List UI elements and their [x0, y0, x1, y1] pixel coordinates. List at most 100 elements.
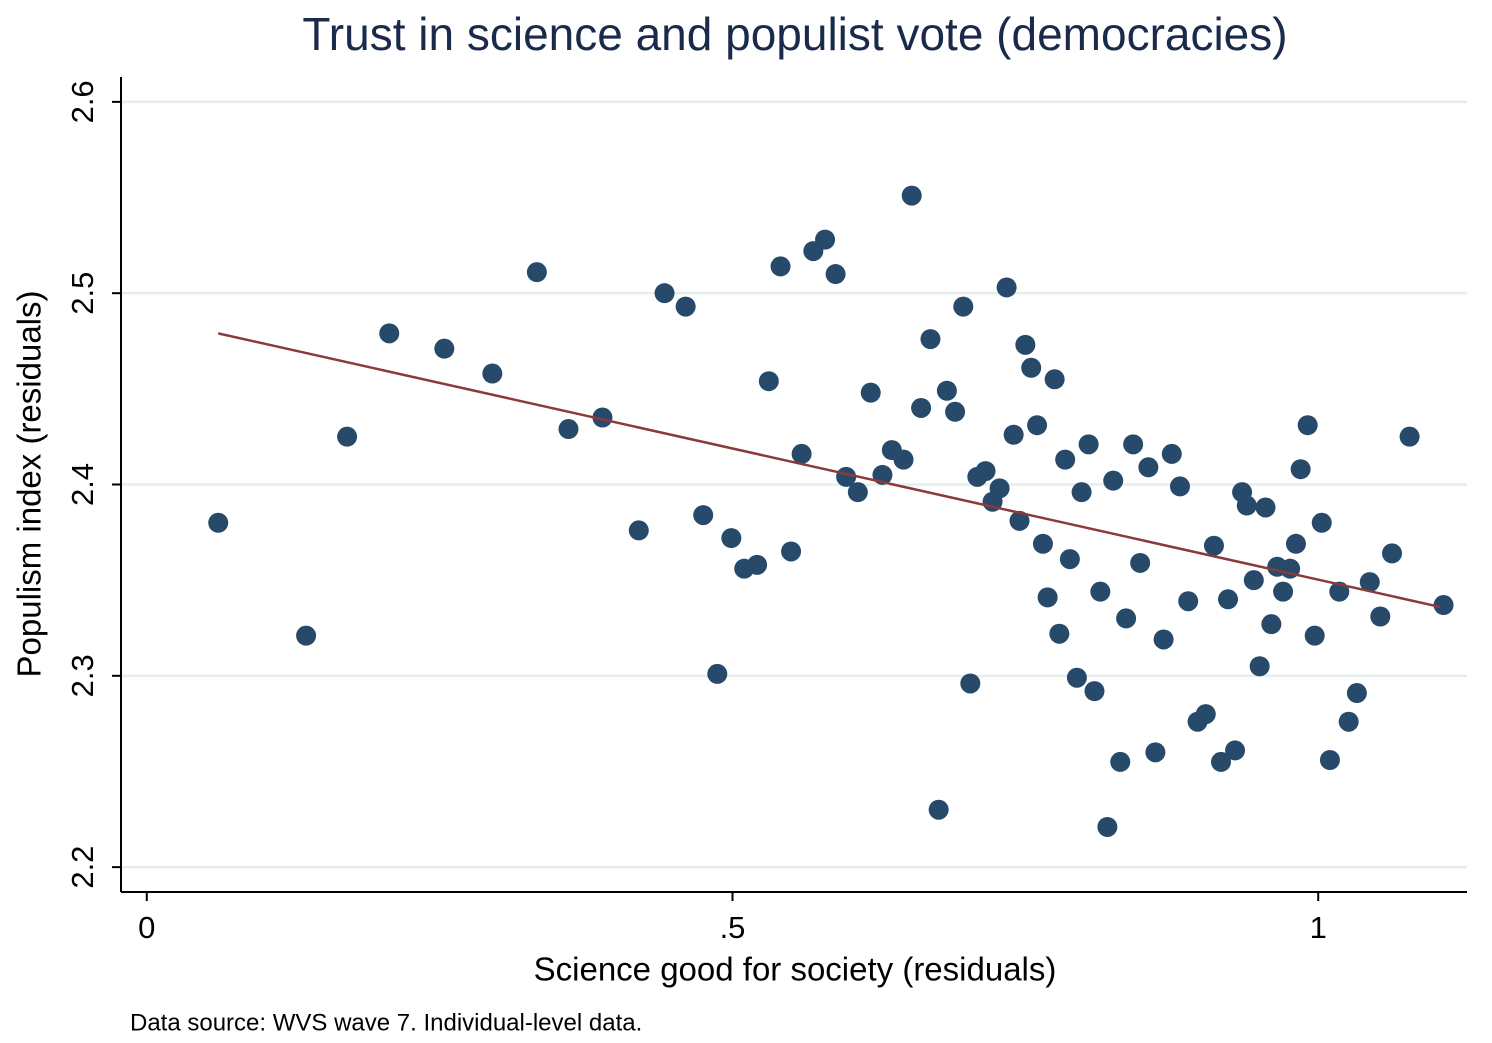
y-tick-label: 2.4 [65, 463, 100, 506]
point [654, 283, 675, 304]
point [482, 363, 503, 384]
point [1021, 357, 1042, 378]
point [1078, 434, 1099, 455]
point [1123, 434, 1144, 455]
point [208, 512, 229, 533]
point [1015, 334, 1036, 355]
point [1059, 549, 1080, 570]
point [1153, 629, 1174, 650]
point [1090, 581, 1111, 602]
point [1169, 476, 1190, 497]
x-tick-label: 0 [138, 910, 155, 945]
point [989, 478, 1010, 499]
point [1290, 459, 1311, 480]
point [1130, 552, 1151, 573]
point [825, 264, 846, 285]
y-tick-label: 2.5 [65, 272, 100, 315]
point [1071, 482, 1092, 503]
point [936, 380, 957, 401]
x-tick-label: 1 [1310, 910, 1327, 945]
point [1003, 424, 1024, 445]
chart-title: Trust in science and populist vote (demo… [302, 8, 1287, 60]
point [1145, 742, 1166, 763]
x-tick-label: .5 [720, 910, 746, 945]
point [1382, 543, 1403, 564]
point [1225, 740, 1246, 761]
point [558, 419, 579, 440]
point [628, 520, 649, 541]
point [1027, 415, 1048, 436]
point [1304, 625, 1325, 646]
point [770, 256, 791, 277]
point [1319, 749, 1340, 770]
point [1399, 426, 1420, 447]
point [1203, 535, 1224, 556]
point [901, 185, 922, 206]
point [1116, 608, 1137, 629]
source-note: Data source: WVS wave 7. Individual-leve… [130, 1009, 642, 1036]
point [693, 505, 714, 526]
point [1285, 533, 1306, 554]
point [1249, 656, 1270, 677]
point [781, 541, 802, 562]
point [707, 663, 728, 684]
point [791, 443, 812, 464]
point [1110, 751, 1131, 772]
point [1297, 415, 1318, 436]
point [1097, 816, 1118, 837]
point [1255, 497, 1276, 518]
point [1359, 572, 1380, 593]
point [847, 482, 868, 503]
y-tick-label: 2.3 [65, 654, 100, 697]
point [1178, 591, 1199, 612]
point [675, 296, 696, 317]
point [996, 277, 1017, 298]
point [721, 528, 742, 549]
point [1218, 589, 1239, 610]
point [1049, 623, 1070, 644]
point [296, 625, 317, 646]
point [1195, 704, 1216, 725]
point [815, 229, 836, 250]
point [975, 461, 996, 482]
fit-line [217, 332, 1441, 609]
point [1032, 533, 1053, 554]
point [379, 323, 400, 344]
point [747, 554, 768, 575]
point [1273, 581, 1294, 602]
point [1346, 683, 1367, 704]
point [1055, 449, 1076, 470]
point [592, 407, 613, 428]
point [928, 799, 949, 820]
point [1066, 667, 1087, 688]
x-axis-label: Science good for society (residuals) [534, 951, 1057, 988]
point [1243, 570, 1264, 591]
point [911, 397, 932, 418]
point [434, 338, 455, 359]
point [1103, 470, 1124, 491]
y-axis-label: Populism index (residuals) [11, 291, 48, 678]
point [945, 401, 966, 422]
point [526, 262, 547, 283]
point [1084, 681, 1105, 702]
y-tick-label: 2.6 [65, 80, 100, 123]
point [1210, 751, 1231, 772]
point [758, 371, 779, 392]
point [1370, 606, 1391, 627]
point [893, 449, 914, 470]
point [1311, 512, 1332, 533]
point [1009, 510, 1030, 531]
point [953, 296, 974, 317]
point [920, 329, 941, 350]
point [1261, 614, 1282, 635]
point [1433, 595, 1454, 616]
point [1037, 587, 1058, 608]
point [1338, 711, 1359, 732]
point [337, 426, 358, 447]
point [1236, 495, 1257, 516]
point [960, 673, 981, 694]
point [1138, 457, 1159, 478]
point [1044, 369, 1065, 390]
point [860, 382, 881, 403]
